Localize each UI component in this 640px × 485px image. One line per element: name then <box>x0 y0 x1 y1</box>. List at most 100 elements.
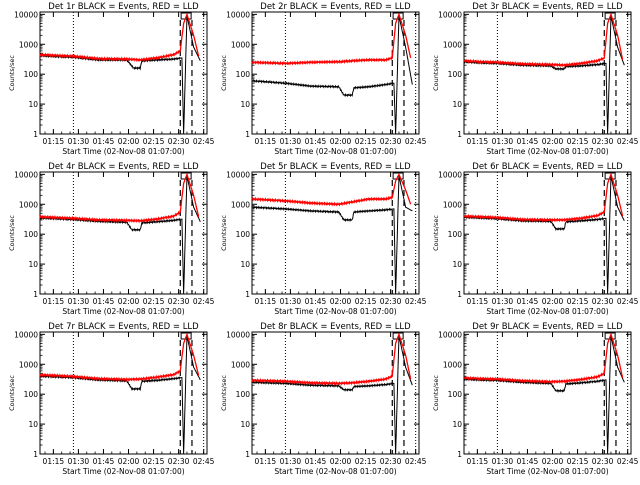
series-line-lld <box>463 332 624 385</box>
y-tick-label: 1000 <box>231 360 250 369</box>
x-axis-label: Start Time (02-Nov-08 01:07:00) <box>486 467 608 476</box>
panel-title: Det 3r BLACK = Events, RED = LLD <box>472 2 623 12</box>
y-tick-label: 10 <box>240 420 250 429</box>
y-axis-label: Counts/sec <box>8 215 16 251</box>
plot-frame <box>251 331 420 455</box>
x-tick-label: 01:45 <box>93 137 115 146</box>
plot-frame <box>251 11 420 135</box>
x-tick-label: 02:45 <box>193 457 215 466</box>
chart-panel-4: Det 4r BLACK = Events, RED = LLD 1 10 100 10… <box>8 162 215 316</box>
series-line-lld <box>251 172 412 207</box>
attenuator-marker-box <box>604 172 616 180</box>
x-tick-label: 02:00 <box>330 457 352 466</box>
x-axis-label: Start Time (02-Nov-08 01:07:00) <box>274 307 396 316</box>
y-tick-label: 10000 <box>14 10 38 19</box>
series-line-events <box>39 15 201 135</box>
x-tick-label: 02:30 <box>592 297 614 306</box>
y-tick-label: 1000 <box>231 40 250 49</box>
plot-frame <box>39 11 208 135</box>
attenuator-marker-box <box>180 332 192 340</box>
plot-frame <box>251 171 420 295</box>
chart-panel-3: Det 3r BLACK = Events, RED = LLD 1 10 100 10… <box>432 2 639 156</box>
x-tick-label: 01:30 <box>492 297 514 306</box>
x-tick-label: 01:15 <box>467 457 489 466</box>
x-tick-label: 01:15 <box>255 297 277 306</box>
x-tick-label: 01:45 <box>93 457 115 466</box>
y-tick-label: 1 <box>33 450 38 459</box>
y-tick-label: 100 <box>236 230 251 239</box>
chart-panel-6: Det 6r BLACK = Events, RED = LLD 1 10 100 10… <box>432 162 639 316</box>
series-line-events <box>39 335 201 455</box>
x-tick-label: 02:30 <box>168 457 190 466</box>
y-tick-label: 10 <box>452 100 462 109</box>
series-line-lld <box>463 12 624 68</box>
x-tick-label: 02:00 <box>330 137 352 146</box>
y-axis-label: Counts/sec <box>220 375 228 411</box>
x-tick-label: 02:15 <box>567 457 589 466</box>
x-tick-label: 02:15 <box>567 297 589 306</box>
series-line-lld <box>463 172 624 223</box>
x-tick-label: 02:15 <box>567 137 589 146</box>
x-tick-label: 02:30 <box>592 137 614 146</box>
attenuator-marker-box <box>604 332 616 340</box>
x-tick-label: 02:45 <box>193 137 215 146</box>
attenuator-marker-box <box>180 12 192 20</box>
x-tick-label: 01:15 <box>467 137 489 146</box>
series-line-lld <box>39 332 200 382</box>
x-tick-label: 01:45 <box>305 137 327 146</box>
series-line-events <box>251 335 413 455</box>
y-tick-label: 10 <box>452 420 462 429</box>
series-line-events <box>251 15 413 135</box>
x-tick-label: 01:30 <box>492 137 514 146</box>
x-tick-label: 01:45 <box>305 457 327 466</box>
x-tick-label: 02:00 <box>542 457 564 466</box>
panel-title: Det 8r BLACK = Events, RED = LLD <box>260 322 411 332</box>
x-tick-label: 02:00 <box>118 297 140 306</box>
chart-panel-7: Det 7r BLACK = Events, RED = LLD 1 10 100 10… <box>8 322 215 476</box>
x-tick-label: 01:30 <box>68 137 90 146</box>
x-tick-label: 01:15 <box>43 137 65 146</box>
x-tick-label: 02:45 <box>193 297 215 306</box>
x-tick-label: 02:30 <box>380 137 402 146</box>
y-tick-label: 10 <box>28 420 38 429</box>
x-tick-label: 02:00 <box>118 137 140 146</box>
chart-panel-5: Det 5r BLACK = Events, RED = LLD 1 10 100 10… <box>220 162 427 316</box>
x-tick-label: 01:30 <box>280 137 302 146</box>
y-tick-label: 1000 <box>19 200 38 209</box>
y-tick-label: 100 <box>448 70 463 79</box>
y-axis-label: Counts/sec <box>220 215 228 251</box>
y-axis-label: Counts/sec <box>432 55 440 91</box>
plot-frame <box>463 11 632 135</box>
y-axis-label: Counts/sec <box>8 55 16 91</box>
x-axis-label: Start Time (02-Nov-08 01:07:00) <box>62 467 184 476</box>
y-tick-label: 100 <box>236 70 251 79</box>
x-tick-label: 01:45 <box>517 297 539 306</box>
x-tick-label: 01:30 <box>280 457 302 466</box>
x-tick-label: 02:30 <box>592 457 614 466</box>
y-tick-label: 1000 <box>19 360 38 369</box>
x-tick-label: 01:45 <box>517 137 539 146</box>
x-tick-label: 01:45 <box>517 457 539 466</box>
y-axis-label: Counts/sec <box>432 215 440 251</box>
y-tick-label: 1000 <box>443 360 462 369</box>
panel-title: Det 4r BLACK = Events, RED = LLD <box>48 162 199 172</box>
y-tick-label: 10 <box>240 100 250 109</box>
x-tick-label: 01:30 <box>68 297 90 306</box>
y-tick-label: 1 <box>33 290 38 299</box>
x-tick-label: 02:45 <box>405 457 427 466</box>
y-axis-label: Counts/sec <box>432 375 440 411</box>
x-axis-label: Start Time (02-Nov-08 01:07:00) <box>486 307 608 316</box>
x-tick-label: 01:15 <box>43 297 65 306</box>
attenuator-marker-box <box>604 12 616 20</box>
y-tick-label: 10 <box>28 260 38 269</box>
plot-frame <box>39 171 208 295</box>
y-tick-label: 1000 <box>19 40 38 49</box>
x-axis-label: Start Time (02-Nov-08 01:07:00) <box>274 467 396 476</box>
y-tick-label: 1000 <box>231 200 250 209</box>
y-tick-label: 1 <box>245 130 250 139</box>
panel-title: Det 7r BLACK = Events, RED = LLD <box>48 322 199 332</box>
x-tick-label: 02:00 <box>330 297 352 306</box>
y-tick-label: 1 <box>457 130 462 139</box>
